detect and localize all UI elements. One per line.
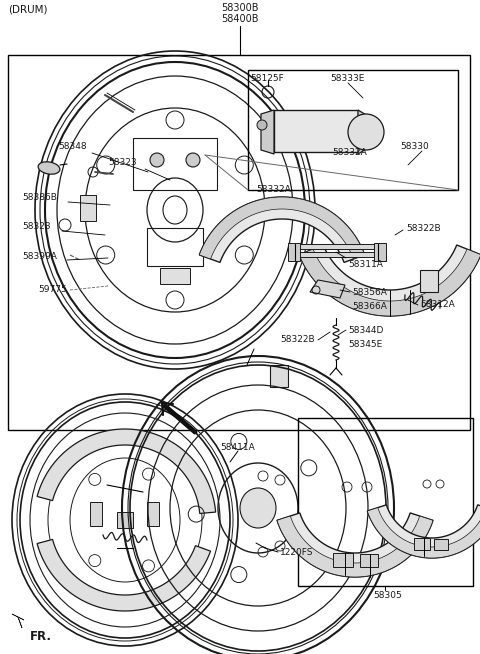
Circle shape	[348, 114, 384, 150]
Polygon shape	[299, 245, 480, 316]
Bar	[147, 228, 203, 266]
Polygon shape	[199, 197, 365, 262]
Bar	[288, 243, 300, 261]
Text: 58366A: 58366A	[352, 302, 387, 311]
Polygon shape	[299, 249, 480, 316]
Bar	[8, 55, 470, 430]
Text: 58125F: 58125F	[250, 74, 284, 83]
Text: 58332A: 58332A	[256, 185, 291, 194]
Text: 58345E: 58345E	[348, 340, 382, 349]
Bar	[374, 243, 386, 261]
Polygon shape	[277, 516, 433, 577]
Text: 58332A: 58332A	[332, 148, 367, 157]
Polygon shape	[367, 505, 480, 558]
Text: 58322B: 58322B	[406, 224, 441, 233]
Text: 58411A: 58411A	[220, 443, 255, 452]
Ellipse shape	[38, 162, 60, 174]
Polygon shape	[277, 513, 433, 577]
Bar	[420, 270, 438, 292]
Bar	[434, 539, 448, 550]
Bar	[147, 502, 159, 526]
Bar	[298, 418, 473, 586]
Text: 58330: 58330	[400, 142, 429, 151]
Bar	[298, 244, 378, 249]
Text: 58333E: 58333E	[330, 74, 364, 83]
Circle shape	[186, 153, 200, 167]
Circle shape	[150, 153, 164, 167]
Text: 58344D: 58344D	[348, 326, 384, 335]
Circle shape	[257, 120, 267, 130]
Polygon shape	[367, 508, 480, 558]
Polygon shape	[37, 540, 211, 611]
Bar	[160, 268, 190, 284]
Text: 58400B: 58400B	[221, 14, 259, 24]
Text: 58305: 58305	[373, 591, 402, 600]
Bar	[117, 512, 133, 528]
Text: 58312A: 58312A	[420, 300, 455, 309]
Polygon shape	[358, 110, 372, 154]
Polygon shape	[199, 197, 365, 259]
Polygon shape	[261, 110, 274, 154]
Bar	[90, 502, 102, 526]
Bar	[248, 70, 458, 190]
Text: FR.: FR.	[30, 630, 52, 643]
Text: 58348: 58348	[58, 142, 86, 151]
Text: 59775: 59775	[38, 285, 67, 294]
Bar	[414, 538, 430, 550]
Polygon shape	[310, 280, 345, 298]
Bar	[270, 365, 288, 387]
Text: 58323: 58323	[108, 158, 137, 167]
Polygon shape	[12, 614, 24, 628]
Bar	[80, 195, 96, 221]
Text: 1220FS: 1220FS	[280, 548, 313, 557]
Circle shape	[303, 538, 313, 548]
Bar	[298, 252, 378, 257]
Text: 58322B: 58322B	[280, 335, 314, 344]
Ellipse shape	[240, 488, 276, 528]
Bar	[360, 554, 378, 567]
Text: 58311A: 58311A	[348, 260, 383, 269]
Bar	[133, 138, 217, 190]
Text: (DRUM): (DRUM)	[8, 5, 48, 15]
Bar	[274, 110, 358, 152]
Text: 58386B: 58386B	[22, 193, 57, 202]
Text: 58399A: 58399A	[22, 252, 57, 261]
Polygon shape	[37, 429, 216, 513]
Text: 58300B: 58300B	[221, 3, 259, 13]
Text: 58356A: 58356A	[352, 288, 387, 297]
Text: 58323: 58323	[22, 222, 50, 231]
Bar	[333, 553, 353, 567]
